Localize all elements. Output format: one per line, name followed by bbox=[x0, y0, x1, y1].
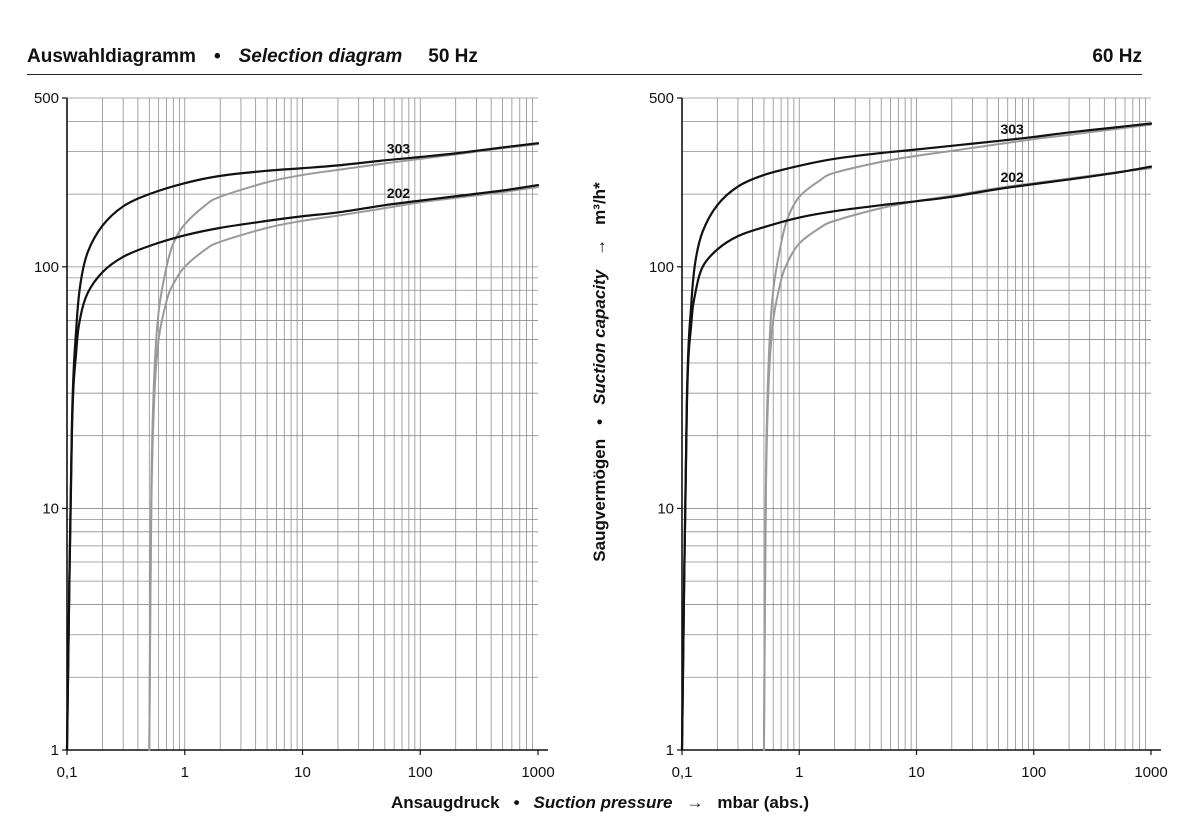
x-title-bullet: • bbox=[513, 793, 520, 812]
x-tick-label: 1000 bbox=[1134, 764, 1167, 781]
y-tick-label: 100 bbox=[34, 259, 59, 276]
curve-gray-3 bbox=[762, 167, 1152, 751]
x-tick-label: 10 bbox=[294, 764, 311, 781]
header-title: Auswahldiagramm • Selection diagram 50 Hz bbox=[27, 46, 478, 68]
curve-gray-2 bbox=[762, 123, 1152, 751]
curve-202 bbox=[680, 165, 1153, 752]
series-label-303: 303 bbox=[1000, 121, 1024, 137]
title-en: Selection diagram bbox=[238, 46, 403, 67]
x-tick-label: 1000 bbox=[521, 764, 554, 781]
x-tick-label: 0,1 bbox=[672, 764, 693, 781]
x-tick-label: 10 bbox=[908, 764, 925, 781]
curve-303 bbox=[65, 142, 540, 752]
x-title-de: Ansaugdruck bbox=[390, 793, 500, 812]
x-title-en: Suction pressure bbox=[533, 793, 673, 812]
series-label-303: 303 bbox=[387, 140, 411, 156]
x-axis-title: Ansaugdruck • Suction pressure → mbar (abs.) bbox=[0, 793, 1200, 813]
page-header: Auswahldiagramm • Selection diagram 50 Hz 6… bbox=[27, 44, 1142, 75]
y-title-bullet: • bbox=[590, 418, 609, 425]
x-tick-label: 1 bbox=[795, 764, 803, 781]
y-title-en: Suction capacity bbox=[590, 269, 609, 405]
y-title-unit: m³/h* bbox=[590, 182, 609, 225]
curve-gray-2 bbox=[148, 143, 539, 751]
curve-202 bbox=[65, 183, 540, 752]
y-tick-label: 500 bbox=[34, 90, 59, 107]
x-title-arrow: → bbox=[686, 793, 704, 812]
x-title-unit: mbar (abs.) bbox=[717, 793, 810, 812]
series-label-202: 202 bbox=[1000, 169, 1024, 185]
freq-right-label: 60 Hz bbox=[1092, 46, 1142, 67]
title-de: Auswahldiagramm bbox=[27, 46, 196, 67]
y-title-arrow: → bbox=[590, 238, 609, 256]
chart-panel-1: 0,1 1 10 100 1000 1 10 100 500 303 202 bbox=[34, 90, 555, 781]
y-tick-label: 10 bbox=[657, 500, 674, 517]
curve-gray-3 bbox=[148, 186, 539, 751]
curve-303 bbox=[680, 122, 1153, 752]
series-label-202: 202 bbox=[387, 185, 411, 201]
title-bullet: • bbox=[213, 46, 221, 67]
gridlines bbox=[682, 97, 1151, 750]
y-tick-label: 500 bbox=[649, 90, 674, 107]
y-tick-label: 100 bbox=[649, 259, 674, 276]
freq-left-label: 50 Hz bbox=[428, 46, 478, 67]
y-tick-label: 10 bbox=[42, 500, 59, 517]
chart-panel-2: 0,1 1 10 100 1000 1 10 100 500 303 202 bbox=[649, 90, 1168, 781]
y-tick-label: 1 bbox=[51, 742, 59, 759]
x-tick-label: 100 bbox=[1021, 764, 1046, 781]
y-tick-label: 1 bbox=[666, 742, 674, 759]
x-tick-label: 0,1 bbox=[57, 764, 78, 781]
y-title-de: Saugvermögen bbox=[590, 438, 609, 562]
x-tick-label: 100 bbox=[408, 764, 433, 781]
x-tick-label: 1 bbox=[181, 764, 189, 781]
